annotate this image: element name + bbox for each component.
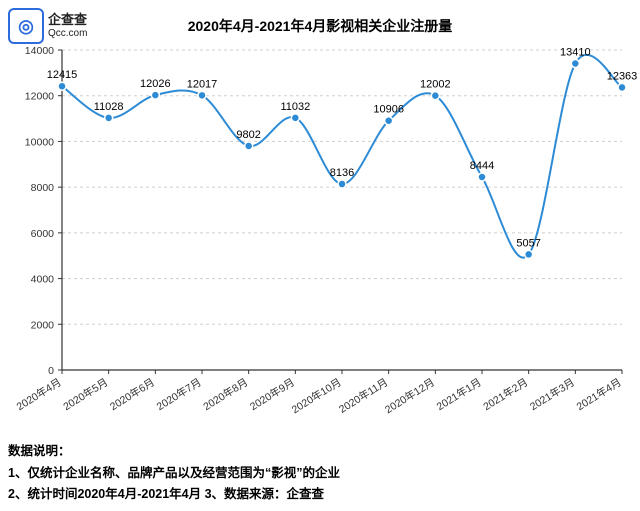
x-tick-label: 2020年4月: [14, 376, 63, 414]
y-tick-label: 14000: [25, 45, 54, 57]
data-marker: [105, 114, 113, 122]
data-marker: [618, 83, 626, 91]
data-marker: [478, 173, 486, 181]
notes-heading: 数据说明：: [8, 441, 340, 462]
notes-line-2: 2、统计时间2020年4月-2021年4月 3、数据来源：企查查: [8, 484, 340, 505]
data-marker: [245, 142, 253, 150]
data-label: 11028: [94, 101, 124, 113]
x-tick-label: 2021年3月: [527, 376, 576, 414]
x-tick-label: 2020年5月: [61, 376, 110, 414]
data-marker: [151, 91, 159, 99]
x-tick-label: 2021年2月: [481, 376, 530, 414]
data-marker: [291, 114, 299, 122]
data-marker: [198, 91, 206, 99]
x-tick-label: 2020年12月: [383, 376, 437, 417]
data-marker: [385, 117, 393, 125]
data-label: 12017: [187, 78, 218, 90]
data-label: 13410: [560, 46, 591, 58]
data-label: 8444: [470, 160, 494, 172]
y-tick-label: 6000: [31, 228, 55, 240]
y-tick-label: 2000: [31, 319, 55, 331]
data-label: 9802: [236, 129, 260, 141]
data-marker: [431, 92, 439, 100]
x-tick-label: 2020年6月: [107, 376, 156, 414]
data-label: 8136: [330, 167, 354, 179]
y-tick-label: 12000: [25, 91, 54, 103]
x-tick-label: 2020年11月: [336, 376, 390, 416]
data-marker: [58, 82, 66, 90]
x-tick-label: 2020年8月: [201, 376, 250, 414]
data-label: 12026: [140, 78, 171, 90]
data-label: 12415: [47, 69, 78, 81]
chart-title: 2020年4月-2021年4月影视相关企业注册量: [0, 16, 640, 36]
data-marker: [571, 59, 579, 67]
data-marker: [525, 250, 533, 258]
data-marker: [338, 180, 346, 188]
data-notes: 数据说明： 1、仅统计企业名称、品牌产品以及经营范围为“影视”的企业 2、统计时…: [8, 441, 340, 505]
data-label: 10906: [373, 104, 404, 116]
x-tick-label: 2021年1月: [434, 376, 483, 414]
x-tick-label: 2020年7月: [154, 376, 203, 414]
y-tick-label: 4000: [31, 274, 55, 286]
x-tick-label: 2020年10月: [289, 376, 343, 417]
y-tick-label: 8000: [31, 182, 55, 194]
chart-card: ◎ 企查查 Qcc.com 2020年4月-2021年4月影视相关企业注册量 0…: [0, 0, 640, 511]
data-label: 5057: [516, 237, 540, 249]
notes-line-1: 1、仅统计企业名称、品牌产品以及经营范围为“影视”的企业: [8, 463, 340, 484]
x-tick-label: 2021年4月: [574, 376, 623, 414]
data-label: 11032: [280, 101, 310, 113]
line-chart: 0 2000 4000 6000 8000 10000 12000 14000 12415 202…: [0, 0, 640, 440]
y-tick-label: 10000: [25, 136, 54, 148]
y-tick-label: 0: [48, 365, 54, 377]
data-label: 12363: [607, 70, 638, 82]
data-label: 12002: [420, 79, 451, 91]
